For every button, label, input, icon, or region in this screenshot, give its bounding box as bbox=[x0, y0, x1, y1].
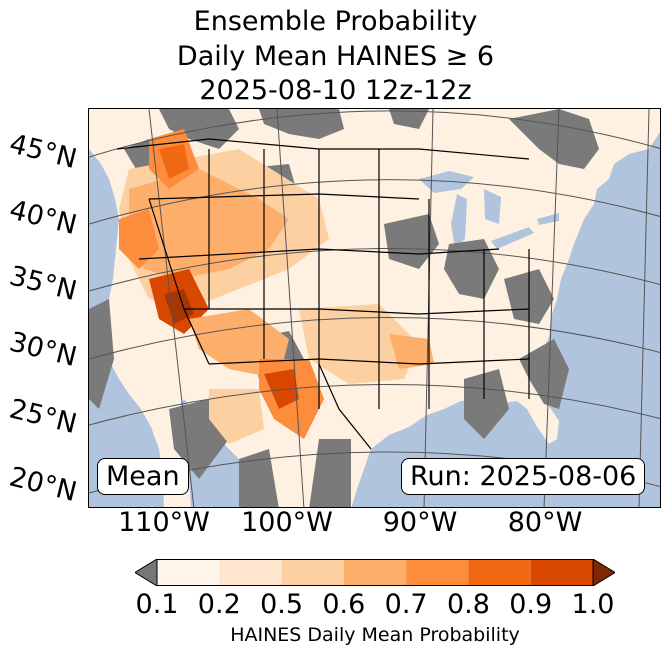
state-borders bbox=[116, 138, 530, 450]
lon-label-80w: 80°W bbox=[507, 507, 583, 538]
lake-superior bbox=[419, 171, 474, 193]
colorbar-label: HAINES Daily Mean Probability bbox=[230, 624, 520, 646]
colorbar-segment bbox=[157, 559, 220, 586]
colorbar-tick-label: 0.9 bbox=[509, 589, 553, 620]
colorbar-tick-label: 0.5 bbox=[260, 589, 304, 620]
colorbar-segment bbox=[219, 559, 282, 586]
lake-erie bbox=[491, 227, 534, 249]
colorbar-tick-label: 0.1 bbox=[135, 589, 179, 620]
lon-label-110w: 110°W bbox=[118, 507, 210, 538]
title-line-3: 2025-08-10 12z-12z bbox=[199, 75, 472, 106]
title-line-1: Ensemble Probability bbox=[193, 6, 478, 37]
colorbar-tick-label: 0.8 bbox=[446, 589, 490, 620]
colorbar-segment bbox=[406, 559, 469, 586]
map-panel[interactable] bbox=[88, 108, 661, 508]
colorbar-tick-label: 0.7 bbox=[384, 589, 428, 620]
colorbar-segment bbox=[343, 559, 407, 586]
colorbar-over-arrow bbox=[592, 559, 615, 586]
lat-label-40: 40°N bbox=[6, 194, 80, 242]
lat-label-30: 30°N bbox=[6, 326, 80, 374]
lat-label-35: 35°N bbox=[6, 260, 80, 308]
colorbar-outline bbox=[156, 559, 594, 586]
colorbar-segment bbox=[530, 559, 593, 586]
no-data-regions bbox=[89, 109, 599, 507]
colorbar bbox=[135, 559, 615, 586]
lat-label-20: 20°N bbox=[6, 461, 80, 509]
lon-label-100w: 100°W bbox=[241, 507, 333, 538]
lake-michigan bbox=[451, 194, 467, 249]
colorbar-tick-label: 0.6 bbox=[322, 589, 366, 620]
run-date-box: Run: 2025-08-06 bbox=[401, 458, 646, 495]
lon-label-90w: 90°W bbox=[382, 507, 458, 538]
lake-huron bbox=[484, 189, 501, 224]
colorbar-tick-label: 0.2 bbox=[197, 589, 241, 620]
lake-ontario bbox=[537, 213, 559, 225]
lat-label-45: 45°N bbox=[6, 128, 80, 176]
lat-label-25: 25°N bbox=[6, 393, 80, 441]
colorbar-tick-label: 1.0 bbox=[571, 589, 615, 620]
statistic-box: Mean bbox=[97, 458, 189, 495]
colorbar-segment bbox=[281, 559, 344, 586]
title-line-2: Daily Mean HAINES ≥ 6 bbox=[176, 41, 495, 72]
colorbar-under-arrow bbox=[135, 559, 158, 586]
map-canvas bbox=[89, 109, 660, 507]
colorbar-segment bbox=[468, 559, 531, 586]
